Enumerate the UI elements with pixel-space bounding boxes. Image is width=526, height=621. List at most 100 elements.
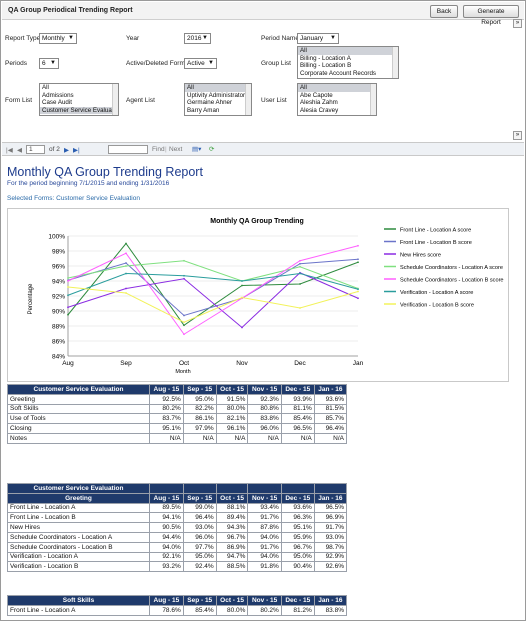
x-tick-label: Nov [236,360,248,367]
agent-list-label: Agent List [126,97,155,104]
table-row: Front Line - Location A 89.5% 99.0% 88.1% 93… [7,502,348,514]
table-cell: 98.7% [313,541,348,553]
collapse-top-icon[interactable]: » [513,19,522,28]
month-header: Sep - 15 [182,595,217,606]
table-cell: 96.9% [313,512,348,524]
table-cell: 92.4% [182,561,217,573]
next-link[interactable]: Next [169,146,183,153]
table-cell: 94.4% [149,531,184,543]
list-item[interactable]: Germaine Ahner [187,99,233,106]
next-page-icon[interactable]: ▶ [64,147,69,154]
table-cell: 92.3% [247,393,282,405]
list-item[interactable]: Aleshia Zahm [300,99,338,106]
table-cell: 85.4% [280,413,315,425]
group-list[interactable]: All Billing - Location A Billing - Locat… [297,46,399,79]
table-cell: 95.0% [280,551,315,563]
year-select[interactable]: 2016 ▼ [184,33,211,44]
scrollbar[interactable] [370,84,376,115]
title-bar: QA Group Periodical Trending Report Back… [2,2,524,26]
data-point [67,294,69,297]
table-soft-skills: Soft Skills Aug - 15 Sep - 15 Oct - 15 N… [7,595,348,616]
list-item[interactable]: All [42,84,49,91]
table-row: Notes N/A N/A N/A N/A N/A N/A [7,432,348,444]
list-item[interactable]: Alesia Cravey [300,106,339,114]
month-header: Dec - 15 [280,595,315,606]
month-header: Aug - 15 [149,384,184,395]
table-cell: 80.8% [247,403,282,415]
row-label: Verification - Location B [7,561,150,573]
data-point [357,290,359,293]
table-header: Customer Service Evaluation [7,384,150,395]
parameters-panel: Report Type Monthly ▼ Year 2016 ▼ Period N… [2,21,524,131]
find-link[interactable]: Find [152,146,165,153]
list-item[interactable]: Barry Aman [187,106,220,114]
row-label: Notes [7,432,150,444]
table-cell: 96.4% [182,512,217,524]
table-row: Front Line - Location A 78.6% 85.4% 80.0% 80… [7,604,348,616]
scrollbar[interactable] [112,84,118,115]
refresh-icon[interactable]: ⟳ [209,146,215,153]
month-header: Oct - 15 [215,595,249,606]
last-page-icon[interactable]: ▶| [73,147,80,154]
report-type-select[interactable]: Monthly ▼ [39,33,77,44]
period-name-select[interactable]: January ▼ [297,33,339,44]
table-cell: 92.1% [149,551,184,563]
active-deleted-select[interactable]: Active ▼ [184,58,217,69]
periods-select[interactable]: 6 ▼ [39,58,59,69]
month-header: Oct - 15 [215,384,249,395]
export-icon[interactable]: ▤▾ [192,146,202,153]
table-cell: 93.2% [149,561,184,573]
back-button[interactable]: Back [430,5,458,18]
table-cell: N/A [247,432,282,444]
form-list[interactable]: All Admissions Case Audit Customer Servi… [39,83,119,116]
table-cell: 96.0% [247,423,282,434]
table-cell: 80.0% [215,604,249,616]
generate-report-button[interactable]: Generate Report [463,5,519,26]
month-header: Nov - 15 [247,595,282,606]
list-item[interactable]: Billing - Location A [300,54,351,62]
y-axis-label: Percentage [28,283,34,314]
table-row: Verification - Location B 93.2% 92.4% 88.5%… [7,561,348,573]
month-header: Jan - 16 [313,595,348,606]
list-item[interactable]: All [185,84,251,92]
page-number-input[interactable]: 1 [26,145,45,154]
table-row: New Hires 90.5% 93.0% 94.3% 87.8% 95.1% 91.7% [7,522,348,533]
user-list[interactable]: All Abe Capote Aleshia Zahm Alesia Crave… [297,83,377,116]
series-line [67,245,359,335]
list-item[interactable]: All [298,84,376,92]
list-item[interactable]: Abe Capote [300,91,333,99]
month-header: Aug - 15 [149,595,184,606]
list-item[interactable]: Customer Service Evaluation [40,106,119,114]
list-item[interactable]: Case Audit [42,99,72,106]
month-header: Oct - 15 [215,492,249,504]
scrollbar[interactable] [245,84,251,115]
data-point [183,314,185,317]
list-item[interactable]: Corporate Account Records [300,69,377,77]
y-tick-label: 100% [48,234,65,241]
table-cell: 80.0% [215,403,249,415]
collapse-params-icon[interactable]: » [513,131,522,140]
data-point [125,265,127,267]
agent-list[interactable]: All Uptivity Administrator Germaine Ahne… [184,83,252,116]
table-cell: 81.5% [313,403,348,415]
y-tick-label: 88% [52,324,65,331]
trend-chart: Monthly QA Group Trending 84% 86% 88% 90% 92%… [7,208,509,382]
list-item[interactable]: Admissions [42,91,74,99]
list-item[interactable]: All [298,47,398,55]
table-customer-service: Customer Service Evaluation Aug - 15 Sep… [7,384,348,444]
first-page-icon[interactable]: |◀ [6,147,13,154]
list-item[interactable]: Uptivity Administrator [187,91,246,99]
table-cell: 91.7% [313,522,348,533]
data-point [183,259,185,262]
find-input[interactable] [108,145,148,154]
list-item[interactable]: Billing - Location B [300,62,352,69]
table-cell: 83.8% [247,413,282,425]
table-cell: 93.4% [247,502,282,514]
series-line [67,260,359,289]
table-cell: 78.6% [149,604,184,616]
legend-label: New Hires score [400,253,441,259]
scrollbar[interactable] [392,47,398,78]
prev-page-icon[interactable]: ◀ [17,147,22,154]
table-greeting: Customer Service Evaluation Greeting Aug… [7,483,348,573]
